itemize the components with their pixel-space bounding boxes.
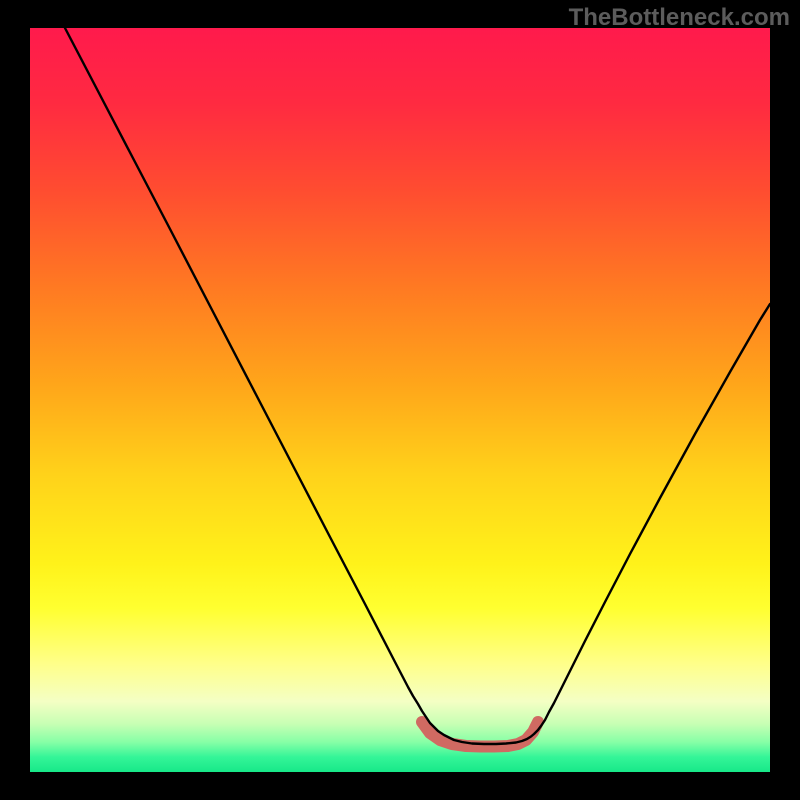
gradient-background	[30, 28, 770, 772]
chart-root: TheBottleneck.com	[0, 0, 800, 800]
watermark-text: TheBottleneck.com	[569, 4, 790, 32]
bottleneck-chart	[0, 0, 800, 800]
